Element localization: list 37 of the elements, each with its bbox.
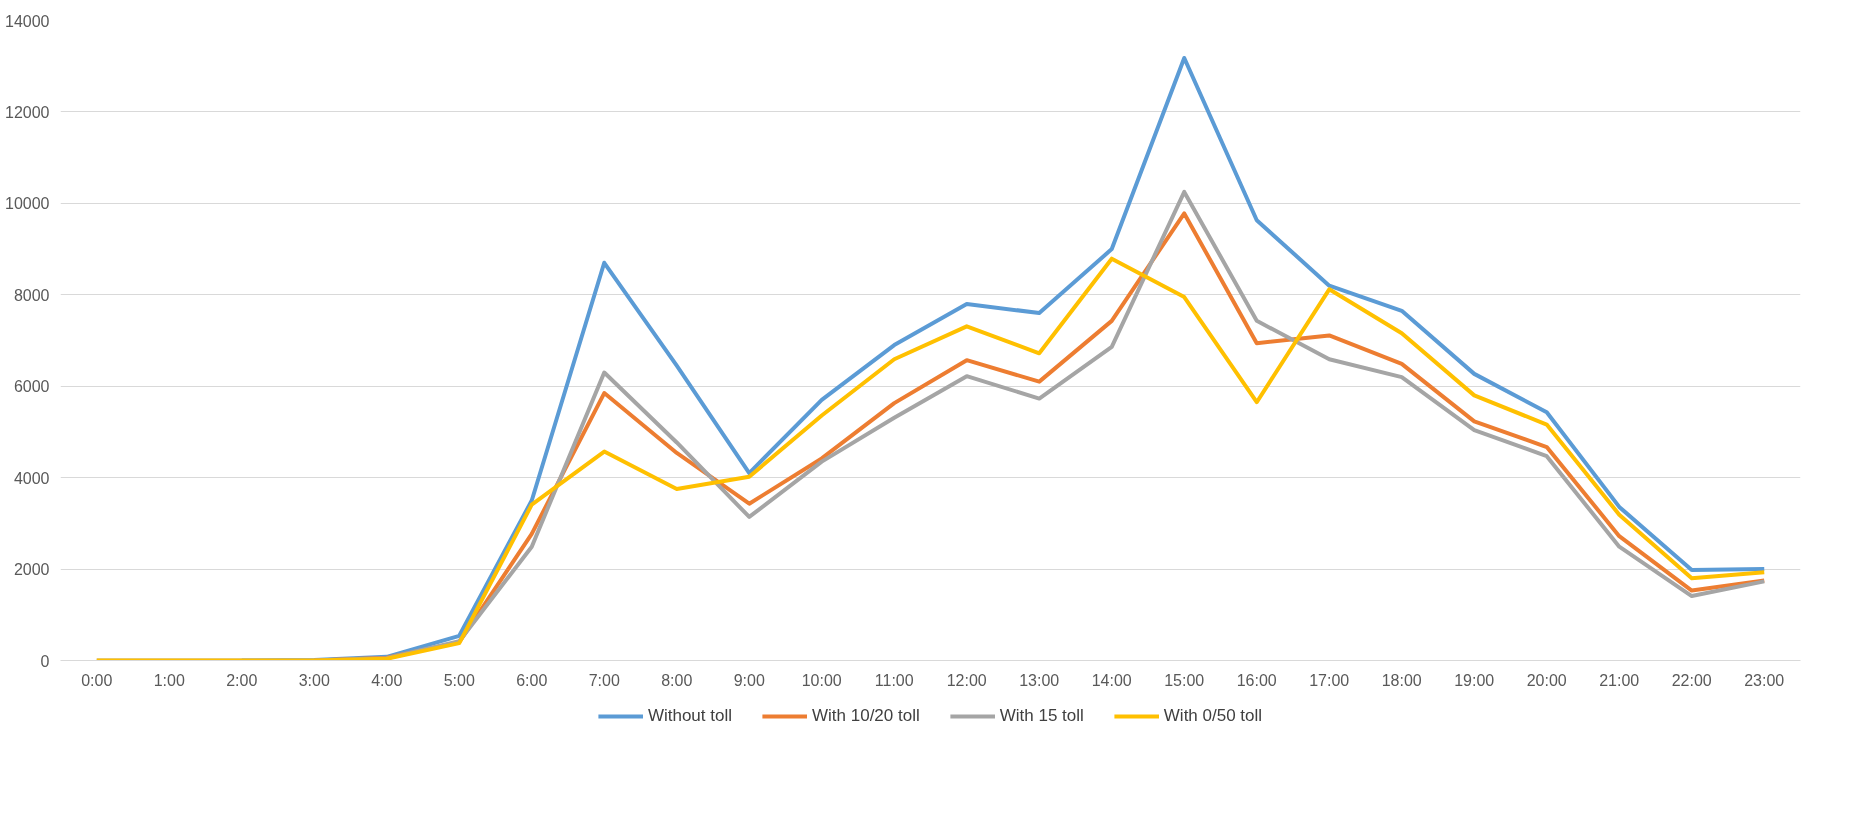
x-tick-label: 4:00	[371, 671, 403, 689]
x-tick-label: 14:00	[1091, 671, 1132, 689]
legend-label: With 15 toll	[999, 706, 1084, 726]
x-tick-label: 7:00	[588, 671, 620, 689]
y-tick-label: 0	[40, 652, 50, 670]
x-tick-label: 22:00	[1671, 671, 1712, 689]
x-tick-label: 18:00	[1381, 671, 1422, 689]
x-tick-label: 17:00	[1309, 671, 1350, 689]
y-tick-label: 8000	[13, 286, 50, 304]
x-tick-label: 23:00	[1744, 671, 1785, 689]
y-tick-label: 2000	[13, 561, 50, 579]
x-tick-label: 10:00	[801, 671, 842, 689]
x-tick-label: 12:00	[946, 671, 987, 689]
x-tick-label: 20:00	[1526, 671, 1567, 689]
x-tick-label: 19:00	[1454, 671, 1495, 689]
x-tick-label: 0:00	[81, 671, 113, 689]
legend-label: With 10/20 toll	[812, 706, 920, 726]
legend-label: With 0/50 toll	[1163, 706, 1263, 726]
x-tick-label: 13:00	[1019, 671, 1060, 689]
x-tick-label: 11:00	[874, 671, 914, 689]
line-series	[239, 55, 1767, 661]
y-tick-label: 6000	[13, 378, 50, 396]
y-tick-label: 12000	[5, 103, 50, 121]
x-tick-label: 1:00	[153, 671, 185, 689]
x-tick-label: 5:00	[443, 671, 475, 689]
y-tick-label: 14000	[5, 12, 50, 30]
x-tick-label: 3:00	[298, 671, 330, 689]
y-tick-label: 4000	[13, 469, 50, 487]
x-tick-label: 8:00	[661, 671, 693, 689]
x-tick-label: 15:00	[1164, 671, 1205, 689]
x-tick-label: 2:00	[226, 671, 258, 689]
x-tick-label: 9:00	[733, 671, 765, 689]
y-tick-label: 10000	[5, 195, 50, 213]
x-tick-label: 6:00	[516, 671, 548, 689]
x-tick-label: 16:00	[1236, 671, 1277, 689]
legend-label: Without toll	[647, 706, 732, 726]
x-tick-label: 21:00	[1599, 671, 1640, 689]
